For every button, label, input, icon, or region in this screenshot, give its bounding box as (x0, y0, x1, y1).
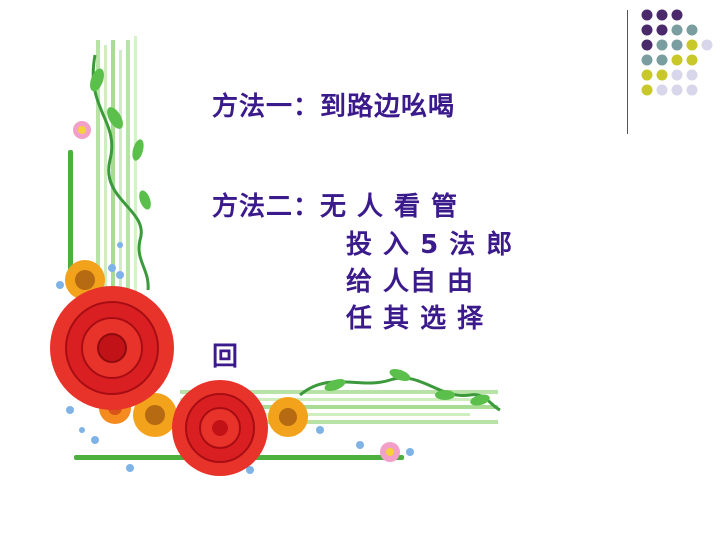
decor-dot (641, 24, 653, 36)
sunflower-3 (268, 397, 308, 437)
vertical-stripes (96, 36, 137, 366)
decor-dot (656, 39, 668, 51)
rose-large (50, 286, 174, 410)
back-label: 回 (212, 342, 240, 372)
decor-dot (686, 69, 698, 81)
decor-dot (641, 84, 653, 96)
decor-dot (671, 69, 683, 81)
decor-dot (656, 24, 668, 36)
decor-dot (671, 39, 683, 51)
method2-line1: 方法二：无 人 看 管 (212, 192, 459, 222)
decor-dot (701, 39, 713, 51)
small-pink-flowers (73, 121, 400, 462)
method2-line3: 给 人自 由 (346, 267, 475, 297)
decor-dot (641, 54, 653, 66)
method2-line4: 任 其 选 择 (346, 304, 485, 334)
method2-line2: 投 入 5 法 郎 (346, 230, 514, 260)
decor-dot (671, 9, 683, 21)
rose-small (172, 380, 268, 476)
vine-vertical (91, 54, 150, 291)
decor-dot (686, 39, 698, 51)
decor-dot (656, 69, 668, 81)
method1-text: 方法一：到路边吆喝 (212, 92, 456, 122)
decor-dot (686, 24, 698, 36)
decor-dot (686, 84, 698, 96)
leaves (90, 68, 490, 406)
decor-dot (656, 84, 668, 96)
decor-dot (641, 69, 653, 81)
decor-dot (671, 54, 683, 66)
decor-dot (686, 54, 698, 66)
decor-dot (656, 9, 668, 21)
small-blue-flowers (56, 242, 414, 474)
decor-dot (641, 39, 653, 51)
horizontal-stripes (180, 390, 498, 424)
decor-dot (656, 54, 668, 66)
sunflower-2 (133, 393, 177, 437)
decor-dot (671, 24, 683, 36)
dot-grid-decoration (641, 9, 713, 96)
divider-line (627, 10, 628, 134)
decor-dot (641, 9, 653, 21)
decor-dot (671, 84, 683, 96)
